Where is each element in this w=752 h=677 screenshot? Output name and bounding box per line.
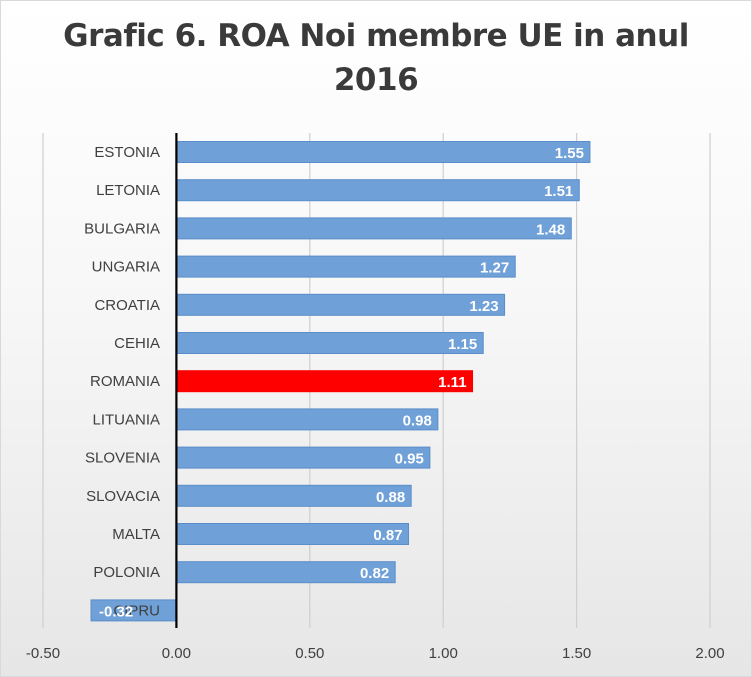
bar-estonia: [175, 141, 591, 163]
value-label-romania: 1.11: [438, 374, 466, 391]
x-tick-label-1: 0.00: [162, 645, 191, 662]
category-label-cipru: CIPRU: [113, 602, 160, 619]
x-tick-label-5: 2.00: [695, 645, 724, 662]
bar-letonia: [175, 179, 580, 202]
x-tick-label-4: 1.50: [562, 645, 591, 662]
bar-ungaria: [175, 255, 516, 278]
bar-slovenia: [175, 446, 431, 469]
x-tick-label-2: 0.50: [295, 645, 324, 662]
value-label-estonia: 1.55: [555, 145, 584, 162]
value-label-letonia: 1.51: [544, 183, 573, 200]
bar-croatia: [175, 293, 506, 316]
x-tick-labels: -0.50 0.00 0.50 1.00 1.50 2.00: [26, 645, 725, 662]
category-label-malta: MALTA: [112, 526, 160, 543]
category-label-ungaria: UNGARIA: [92, 259, 160, 276]
category-label-lituania: LITUANIA: [92, 411, 160, 428]
value-label-malta: 0.87: [373, 527, 402, 544]
category-label-slovacia: SLOVACIA: [86, 488, 160, 505]
value-label-croatia: 1.23: [469, 298, 498, 315]
chart-title-line-2: 2016: [333, 62, 419, 98]
value-label-ungaria: 1.27: [480, 260, 509, 277]
category-label-estonia: ESTONIA: [94, 144, 160, 161]
value-label-slovacia: 0.88: [376, 489, 405, 506]
bars: [90, 141, 591, 622]
chart-title: Grafic 6. ROA Noi membre UE in anul 2016: [0, 14, 752, 102]
value-label-lituania: 0.98: [403, 412, 432, 429]
bar-bulgaria: [175, 217, 572, 240]
category-label-cehia: CEHIA: [114, 335, 160, 352]
category-label-slovenia: SLOVENIA: [85, 450, 160, 467]
value-label-polonia: 0.82: [360, 565, 389, 582]
chart-title-line-1: Grafic 6. ROA Noi membre UE in anul: [63, 18, 689, 54]
value-labels: 1.55 1.51 1.48 1.27 1.23 1.15 1.11 0.98 0.95 0.88…: [99, 145, 584, 620]
bar-romania: [175, 370, 474, 393]
x-tick-label-3: 1.00: [429, 645, 458, 662]
bar-lituania: [175, 408, 439, 431]
category-label-bulgaria: BULGARIA: [84, 220, 160, 237]
category-label-croatia: CROATIA: [94, 297, 160, 314]
category-label-polonia: POLONIA: [93, 564, 160, 581]
value-label-cipru: -0.32: [99, 603, 133, 620]
bar-cehia: [175, 332, 484, 354]
category-label-letonia: LETONIA: [96, 182, 160, 199]
x-tick-label-0: -0.50: [26, 645, 60, 662]
value-label-bulgaria: 1.48: [536, 221, 565, 238]
value-label-slovenia: 0.95: [395, 451, 424, 468]
category-label-romania: ROMANIA: [90, 373, 160, 390]
value-label-cehia: 1.15: [448, 336, 477, 353]
category-labels: ESTONIA LETONIA BULGARIA UNGARIA CROATIA CEHI…: [84, 144, 160, 619]
